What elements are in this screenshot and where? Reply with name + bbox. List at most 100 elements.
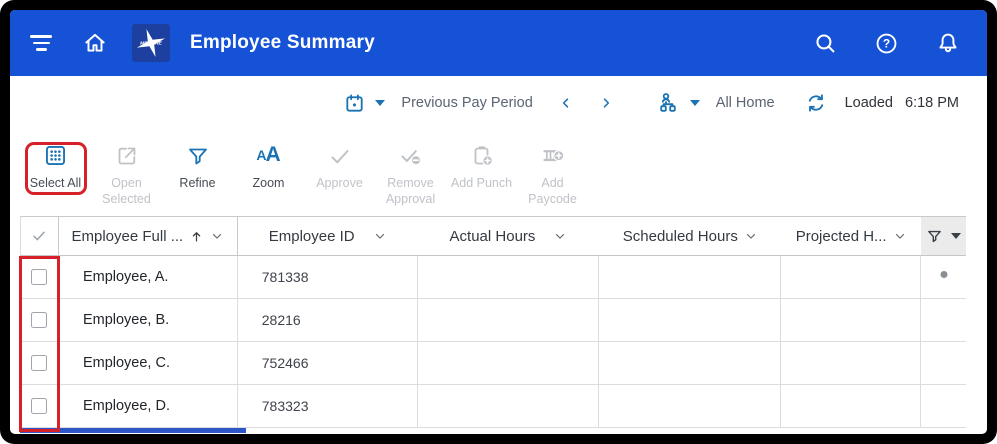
app-bar: MEDLINE Employee Summary ? (10, 10, 987, 76)
chevron-down-icon[interactable] (553, 229, 567, 243)
notifications-icon[interactable] (935, 30, 961, 56)
open-selected-icon (115, 142, 139, 169)
check-minus-icon (399, 142, 423, 169)
scheduled-hours-cell (599, 385, 782, 427)
brand-logo: MEDLINE (132, 24, 170, 62)
projected-hours-cell (781, 256, 922, 298)
refresh-icon[interactable] (805, 92, 827, 114)
scrollbar-gutter (921, 385, 966, 427)
menu-icon[interactable] (28, 33, 54, 53)
employee-grid: Employee Full ... Employee ID Actual Hou… (20, 216, 967, 428)
table-row[interactable]: Employee, C. 752466 (20, 342, 966, 385)
projected-hours-cell (781, 299, 922, 341)
sort-ascending-icon (189, 229, 204, 244)
row-checkbox[interactable] (31, 312, 48, 328)
chevron-down-icon[interactable] (373, 229, 387, 243)
chevron-down-icon[interactable] (893, 229, 907, 243)
chevron-down-icon (689, 100, 700, 106)
column-header-employee-full-name[interactable]: Employee Full ... (59, 217, 238, 255)
projected-hours-cell (781, 385, 922, 427)
hyperfind-selector[interactable] (657, 91, 700, 115)
hyperfind-label: All Home (715, 95, 775, 111)
help-icon[interactable]: ? (874, 31, 899, 56)
refine-button[interactable]: Refine (162, 142, 233, 192)
select-all-label: Select All (29, 176, 82, 190)
filter-funnel-icon (186, 142, 210, 169)
actual-hours-cell (418, 256, 600, 298)
employee-id-cell: 752466 (238, 342, 418, 384)
table-row[interactable]: Employee, D. 783323 (20, 385, 966, 428)
chevron-down-icon[interactable] (744, 229, 758, 243)
scrollbar-gutter (921, 256, 966, 298)
table-row[interactable]: Employee, A. 781338 (20, 256, 966, 299)
projected-hours-cell (781, 342, 922, 384)
scheduled-hours-cell (599, 256, 782, 298)
vertical-scrollbar-thumb[interactable] (940, 271, 948, 278)
row-checkbox[interactable] (31, 398, 48, 414)
employee-name-cell: Employee, C. (59, 342, 238, 384)
column-header-employee-id[interactable]: Employee ID (238, 217, 418, 255)
table-row[interactable]: Employee, B. 28216 (20, 299, 966, 342)
check-icon (33, 231, 46, 241)
scheduled-hours-cell (599, 299, 782, 341)
add-paycode-button: Add Paycode (517, 142, 588, 207)
search-icon[interactable] (813, 31, 838, 56)
chevron-down-icon (375, 100, 386, 106)
column-header-projected-hours[interactable]: Projected H... (781, 217, 921, 255)
actual-hours-cell (418, 342, 600, 384)
punch-plus-icon (470, 142, 494, 169)
row-checkbox-cell (21, 299, 59, 341)
scrollbar-gutter (921, 342, 966, 384)
approve-label: Approve (316, 176, 363, 190)
open-selected-button: Open Selected (91, 142, 162, 207)
horizontal-scrollbar[interactable] (20, 428, 966, 434)
pay-period-label: Previous Pay Period (401, 95, 533, 111)
actual-hours-cell (418, 299, 600, 341)
refine-label: Refine (179, 176, 216, 190)
employee-id-cell: 781338 (238, 256, 418, 298)
org-chart-icon (660, 93, 676, 112)
chevron-down-icon[interactable] (210, 229, 224, 243)
chevron-down-icon (951, 233, 962, 239)
add-paycode-label: Add Paycode (528, 176, 577, 206)
select-all-header-cell[interactable] (21, 217, 59, 255)
select-all-button[interactable]: Select All (20, 142, 91, 192)
filter-funnel-icon (928, 230, 941, 242)
page-title: Employee Summary (190, 32, 375, 53)
pay-period-selector[interactable] (343, 92, 386, 115)
row-checkbox[interactable] (31, 355, 48, 371)
scheduled-hours-cell (599, 342, 782, 384)
appbar-actions: ? (813, 30, 961, 56)
chevron-right-icon[interactable] (599, 96, 613, 110)
employee-name-cell: Employee, A. (59, 256, 238, 298)
employee-id-cell: 28216 (238, 299, 418, 341)
row-checkbox[interactable] (31, 269, 48, 285)
approve-button: Approve (304, 142, 375, 192)
grid-filter-button[interactable] (921, 217, 967, 255)
actual-hours-cell (418, 385, 600, 427)
check-icon (328, 142, 352, 169)
zoom-label: Zoom (252, 176, 285, 190)
column-header-scheduled-hours[interactable]: Scheduled Hours (599, 217, 781, 255)
remove-approval-button: Remove Approval (375, 142, 446, 207)
column-header-actual-hours[interactable]: Actual Hours (418, 217, 600, 255)
calendar-icon (346, 93, 364, 112)
home-icon[interactable] (82, 30, 108, 56)
paycode-plus-icon (541, 142, 565, 169)
svg-text:?: ? (883, 36, 890, 50)
chevron-left-icon[interactable] (559, 96, 573, 110)
load-status-label: Loaded (844, 95, 893, 111)
horizontal-scrollbar-thumb[interactable] (20, 428, 246, 433)
row-checkbox-cell (21, 385, 59, 427)
select-all-icon (43, 142, 68, 169)
app-window: MEDLINE Employee Summary ? (10, 10, 987, 434)
add-punch-label: Add Punch (450, 176, 513, 190)
grid-body: Employee, A. 781338 Employee, B. 28216 E… (20, 256, 966, 428)
add-punch-button: Add Punch (446, 142, 517, 192)
row-checkbox-cell (21, 256, 59, 298)
brand-logo-text: MEDLINE (140, 41, 163, 47)
